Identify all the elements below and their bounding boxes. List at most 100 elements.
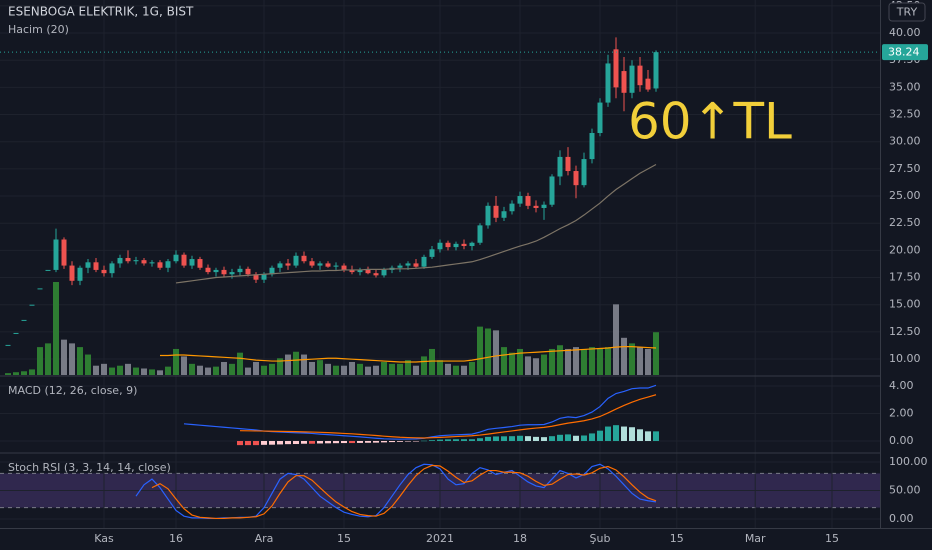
volume-bar bbox=[365, 366, 371, 375]
macd-title: MACD (12, 26, close, 9) bbox=[8, 384, 137, 397]
macd-histogram bbox=[253, 440, 259, 446]
candle-body bbox=[301, 255, 307, 262]
macd-histogram bbox=[581, 435, 587, 441]
volume-bar bbox=[437, 360, 443, 375]
y-tick-label: 20.00 bbox=[889, 243, 921, 256]
volume-bar bbox=[45, 343, 51, 375]
y-tick-label: 10.00 bbox=[889, 352, 921, 365]
candle-body bbox=[245, 268, 251, 275]
currency-button[interactable] bbox=[888, 2, 926, 22]
volume-bar bbox=[285, 354, 291, 375]
stoch-title: Stoch RSI (3, 3, 14, 14, close) bbox=[8, 461, 171, 474]
candle-body bbox=[653, 52, 659, 89]
candle-body bbox=[349, 269, 355, 273]
volume-bar bbox=[517, 348, 523, 375]
last-price-label: 38.24 bbox=[888, 46, 920, 59]
candle-body bbox=[53, 239, 59, 270]
macd-histogram bbox=[493, 436, 499, 441]
volume-bar bbox=[21, 371, 27, 375]
macd-histogram bbox=[301, 440, 307, 444]
volume-bar bbox=[381, 361, 387, 375]
volume-title: Hacim (20) bbox=[8, 23, 69, 36]
macd-histogram bbox=[621, 426, 627, 441]
x-tick-label: Şub bbox=[590, 532, 611, 545]
candle-body bbox=[509, 203, 515, 212]
volume-bar bbox=[261, 365, 267, 375]
macd-histogram bbox=[365, 440, 371, 443]
y-tick-label: 2.00 bbox=[889, 406, 914, 419]
macd-histogram bbox=[325, 440, 331, 444]
macd-histogram bbox=[269, 440, 275, 445]
macd-histogram bbox=[261, 440, 267, 445]
volume-bar bbox=[341, 365, 347, 375]
x-tick-label: 15 bbox=[825, 532, 839, 545]
macd-histogram bbox=[237, 440, 243, 446]
volume-bar bbox=[93, 365, 99, 375]
candle-body bbox=[13, 332, 19, 334]
volume-bar bbox=[157, 370, 163, 375]
y-tick-label: 50.00 bbox=[889, 484, 921, 497]
volume-bar bbox=[5, 373, 11, 375]
volume-layer bbox=[5, 282, 659, 375]
macd-histogram bbox=[373, 440, 379, 443]
volume-bar bbox=[597, 348, 603, 375]
candle-body bbox=[141, 260, 147, 264]
volume-bar bbox=[565, 348, 571, 375]
macd-histogram bbox=[637, 429, 643, 441]
candle-body bbox=[45, 269, 51, 271]
candle-body bbox=[309, 261, 315, 266]
x-tick-label: 15 bbox=[337, 532, 351, 545]
volume-bar bbox=[533, 358, 539, 375]
volume-bar bbox=[405, 360, 411, 375]
candle-body bbox=[21, 319, 27, 321]
candle-body bbox=[581, 159, 587, 186]
macd-histogram bbox=[485, 436, 491, 441]
candle-body bbox=[397, 265, 403, 268]
x-tick-label: Mar bbox=[745, 532, 766, 545]
candle-body bbox=[101, 269, 107, 274]
candle-body bbox=[237, 268, 243, 273]
volume-bar bbox=[213, 366, 219, 375]
volume-bar bbox=[221, 361, 227, 375]
volume-bar bbox=[645, 348, 651, 375]
volume-bar bbox=[53, 282, 59, 375]
macd-histogram bbox=[437, 439, 443, 441]
macd-histogram bbox=[629, 427, 635, 441]
candle-body bbox=[613, 49, 619, 88]
volume-bar bbox=[413, 365, 419, 375]
chart-title: ESENBOGA ELEKTRIK, 1G, BIST bbox=[8, 5, 194, 19]
y-tick-label: 25.00 bbox=[889, 189, 921, 202]
candle-body bbox=[317, 263, 323, 266]
candle-body bbox=[293, 255, 299, 266]
candle-body bbox=[589, 133, 595, 160]
y-tick-label: 0.00 bbox=[889, 434, 914, 447]
volume-bar bbox=[621, 337, 627, 375]
macd-histogram bbox=[525, 436, 531, 441]
candle-body bbox=[221, 269, 227, 275]
volume-bar bbox=[293, 351, 299, 375]
macd-histogram bbox=[549, 436, 555, 441]
x-tick-label: 15 bbox=[670, 532, 684, 545]
y-tick-label: 4.00 bbox=[889, 379, 914, 392]
volume-bar bbox=[245, 367, 251, 375]
candle-body bbox=[501, 211, 507, 218]
candle-body bbox=[93, 262, 99, 270]
macd-histogram bbox=[405, 440, 411, 442]
candle-body bbox=[413, 263, 419, 267]
volume-bar bbox=[581, 348, 587, 375]
candle-body bbox=[541, 204, 547, 208]
macd-histogram bbox=[597, 430, 603, 441]
volume-bar bbox=[237, 352, 243, 375]
candle-body bbox=[605, 63, 611, 103]
volume-average bbox=[160, 346, 657, 363]
volume-bar bbox=[229, 363, 235, 375]
currency-label[interactable]: TRY bbox=[896, 6, 918, 19]
volume-bar bbox=[317, 360, 323, 375]
candle-body bbox=[197, 259, 203, 268]
candle-body bbox=[429, 249, 435, 257]
y-tick-label: 0.00 bbox=[889, 512, 914, 525]
candle-body bbox=[285, 263, 291, 266]
volume-bar bbox=[141, 368, 147, 375]
